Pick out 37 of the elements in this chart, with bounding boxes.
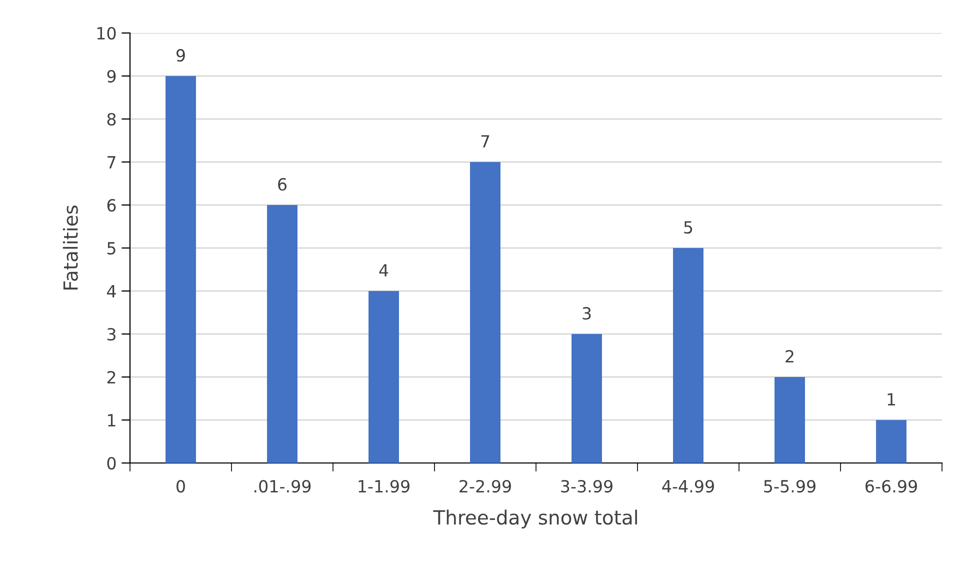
bar: [673, 248, 704, 463]
x-tick-label: .01-.99: [254, 480, 311, 493]
y-tick-label: 6: [107, 198, 116, 212]
x-tick-label: 5-5.99: [764, 480, 816, 493]
y-tick-label: 5: [107, 242, 116, 255]
x-tick-label: 2-2.99: [460, 480, 511, 493]
x-tick-label: 0: [176, 480, 185, 493]
data-label: 2: [786, 350, 794, 362]
y-tick-label: 0: [107, 456, 116, 470]
y-tick-label: 3: [107, 328, 116, 341]
bar: [774, 377, 805, 463]
y-tick-label: 2: [107, 370, 116, 384]
data-label: 6: [278, 178, 287, 191]
data-label: 9: [176, 49, 185, 62]
y-tick-label: 9: [107, 70, 116, 83]
x-axis-title: Three-day snow total: [433, 510, 637, 529]
y-tick-label: 4: [107, 285, 116, 298]
y-tick-label: 8: [107, 112, 116, 126]
bar: [368, 291, 399, 463]
data-label: 4: [379, 264, 388, 276]
bar: [470, 162, 500, 463]
y-tick-label: 7: [108, 156, 116, 168]
bar: [876, 420, 906, 463]
data-label: 3: [582, 307, 591, 320]
data-label: 7: [481, 135, 490, 148]
x-tick-label: 1-1.99: [358, 480, 410, 493]
bar: [166, 76, 196, 463]
x-tick-label: 3-3.99: [561, 480, 612, 493]
y-tick-label: 10: [97, 26, 116, 40]
data-label: 5: [684, 221, 692, 234]
y-axis-title: Fatalities: [62, 206, 78, 290]
y-tick-label: 1: [108, 414, 116, 426]
x-tick-label: 4-4.99: [662, 480, 714, 493]
bar: [267, 205, 298, 463]
data-label: 1: [888, 393, 896, 406]
x-tick-label: 6-6.99: [866, 480, 917, 493]
bar: [572, 334, 602, 463]
